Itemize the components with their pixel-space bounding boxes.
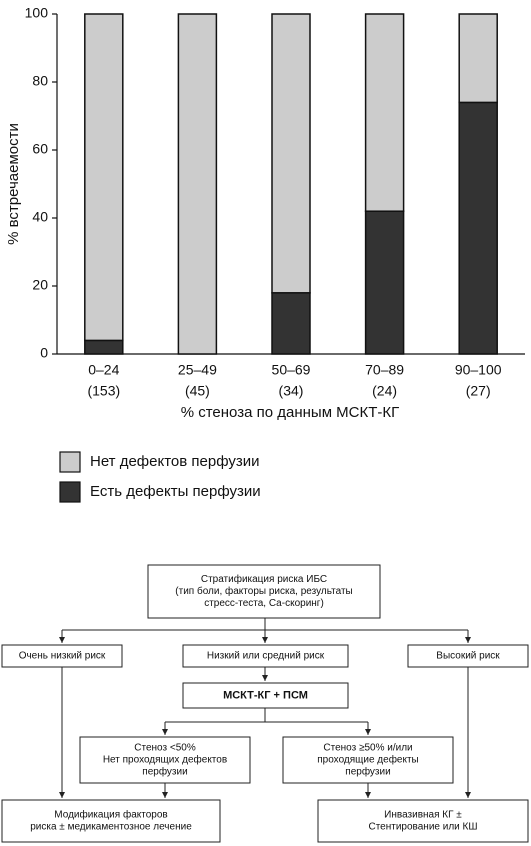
- flow-node: Низкий или средний риск: [182, 644, 349, 668]
- flowchart: Стратификация риска ИБС(тип боли, фактор…: [1, 564, 529, 843]
- node-text: Инвазивная КГ ±: [384, 810, 462, 821]
- node-box: [182, 644, 349, 668]
- legend-swatch: [59, 481, 81, 503]
- legend-swatch: [59, 451, 81, 473]
- x-tick-label: 90–100: [455, 362, 502, 378]
- x-tick-count: (153): [87, 383, 120, 399]
- x-tick-count: (45): [185, 383, 210, 399]
- flow-node: Стратификация риска ИБС(тип боли, фактор…: [147, 564, 381, 619]
- y-tick-label: 60: [32, 141, 48, 157]
- bar-segment: [364, 13, 405, 212]
- bar-segment: [458, 13, 498, 104]
- bar-segment: [177, 13, 218, 355]
- x-axis-label: % стеноза по данным МСКТ-КГ: [181, 404, 400, 421]
- node-text: Нет проходящих дефектов: [103, 754, 227, 766]
- node-text: перфузии: [345, 766, 390, 778]
- node-box: [182, 682, 349, 709]
- node-box: [282, 736, 454, 784]
- x-tick-label: 50–69: [272, 362, 311, 378]
- y-axis-label: % встречаемости: [5, 123, 22, 245]
- flow-node: Очень низкий риск: [1, 644, 123, 668]
- x-tick-label: 70–89: [365, 362, 404, 378]
- legend-label: Есть дефекты перфузии: [90, 483, 261, 500]
- node-box: [79, 736, 251, 784]
- bar-segment: [458, 101, 498, 355]
- x-tick-count: (34): [279, 383, 304, 399]
- node-text: проходящие дефекты: [317, 754, 419, 766]
- x-tick-label: 0–24: [88, 362, 119, 378]
- node-box: [1, 644, 123, 668]
- node-box: [147, 564, 381, 619]
- bar-segment: [84, 13, 124, 342]
- flow-node: Инвазивная КГ ±Стентирование или КШ: [317, 799, 529, 843]
- x-tick-count: (24): [372, 383, 397, 399]
- y-tick-label: 20: [32, 277, 48, 293]
- node-text: Высокий риск: [436, 651, 500, 662]
- y-tick-label: 100: [25, 5, 49, 21]
- node-text: Стеноз ≥50% и/или: [323, 743, 412, 754]
- node-text: Стеноз <50%: [134, 743, 196, 754]
- legend-label: Нет дефектов перфузии: [90, 453, 260, 470]
- flow-node: Стеноз <50%Нет проходящих дефектовперфуз…: [79, 736, 251, 784]
- node-text: риска ± медикаментозное лечение: [30, 822, 192, 833]
- y-tick-label: 40: [32, 209, 48, 225]
- node-text: Очень низкий риск: [19, 651, 106, 662]
- y-tick-label: 80: [32, 73, 48, 89]
- node-text: стресс-теста, Са-скоринг): [204, 598, 324, 609]
- node-text: Модификация факторов: [54, 809, 167, 821]
- flow-node: МСКТ-КГ + ПСМ: [182, 682, 349, 709]
- x-tick-label: 25–49: [178, 362, 217, 378]
- node-text: Стратификация риска ИБС: [201, 573, 327, 585]
- bar-segment: [364, 210, 405, 355]
- connector: [62, 618, 468, 631]
- node-text: (тип боли, факторы риска, результаты: [175, 585, 352, 597]
- bar-segment: [271, 13, 311, 294]
- x-tick-count: (27): [466, 383, 491, 399]
- flow-node: Высокий риск: [407, 644, 529, 668]
- node-text: Стентирование или КШ: [368, 822, 477, 833]
- node-text: МСКТ-КГ + ПСМ: [223, 689, 308, 701]
- node-text: Низкий или средний риск: [207, 651, 325, 662]
- node-text: перфузии: [142, 766, 187, 778]
- connector: [165, 708, 368, 723]
- y-tick-label: 0: [40, 345, 48, 361]
- node-box: [317, 799, 529, 843]
- node-box: [1, 799, 221, 843]
- node-box: [407, 644, 529, 668]
- bar-segment: [271, 292, 311, 355]
- bar-segment: [84, 339, 124, 355]
